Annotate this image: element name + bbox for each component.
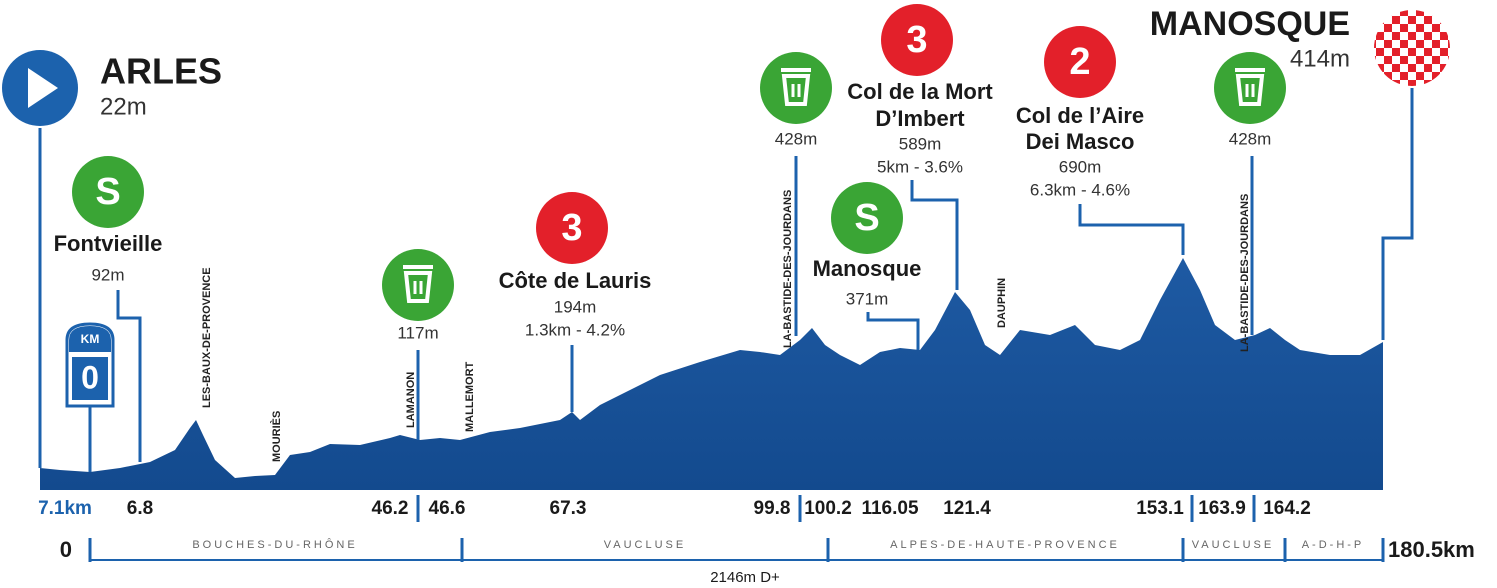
km-label: KM — [81, 332, 100, 346]
badge — [881, 4, 953, 76]
distance-label: 46.6 — [429, 498, 466, 519]
distance-label: 164.2 — [1263, 498, 1311, 519]
badge — [382, 249, 454, 321]
town-label: LAMANON — [405, 372, 417, 428]
point-altitude: 371m — [846, 289, 889, 308]
point-altitude: 589m — [899, 134, 942, 153]
point-altitude: 428m — [775, 129, 818, 148]
town-label: DAUPHIN — [996, 278, 1008, 328]
point-climb: 1.3km - 4.2% — [525, 320, 625, 339]
town-label: MALLEMORT — [464, 361, 476, 432]
feed-icon — [781, 74, 811, 106]
distance-label: 6.8 — [127, 498, 153, 519]
town-label: LA-BASTIDE-DES-JOURDANS — [782, 190, 794, 348]
distance-label: 46.2 — [372, 498, 409, 519]
distance-label: 121.4 — [943, 498, 991, 519]
distance-label: 116.05 — [861, 498, 918, 519]
finish-altitude: 414m — [1290, 45, 1350, 72]
region-label: VAUCLUSE — [1192, 539, 1274, 551]
pointer — [866, 312, 920, 350]
town-label: MOURIÈS — [270, 411, 283, 462]
badge — [536, 192, 608, 264]
dynamic-layer: S Fontvieille 92m 117m 3 Côte de Lauris 194m 1.… — [38, 4, 1475, 586]
scale-end: 180.5km — [1388, 537, 1475, 562]
badge-label: 3 — [561, 207, 582, 249]
distance-label: 7.1km — [38, 498, 92, 519]
pointer — [910, 180, 959, 290]
point-altitude: 194m — [554, 297, 597, 316]
point-name: Col de la Mort — [847, 79, 993, 104]
town-label: LES-BAUX-DE-PROVENCE — [201, 267, 213, 408]
pointer — [116, 290, 142, 462]
point-climb: 5km - 3.6% — [877, 157, 963, 176]
region-label: A-D-H-P — [1302, 539, 1365, 551]
point-altitude: 428m — [1229, 129, 1272, 148]
start-name: ARLES — [100, 51, 222, 92]
badge-label: S — [854, 197, 879, 239]
distance-label: 153.1 — [1136, 498, 1184, 519]
km-badge-top — [69, 326, 111, 352]
badge — [831, 182, 903, 254]
km-value: 0 — [81, 359, 99, 395]
badge-label: S — [95, 171, 120, 213]
point-altitude: 92m — [91, 265, 124, 284]
town-label: LA-BASTIDE-DES-JOURDANS — [1239, 194, 1251, 352]
km-box — [72, 357, 108, 400]
elevation-gain: 2146m D+ — [710, 569, 780, 586]
distance-label: 67.3 — [550, 498, 587, 519]
point-name: Fontvieille — [54, 231, 163, 256]
elevation-profile — [40, 258, 1383, 490]
point-altitude: 117m — [397, 323, 438, 342]
feed-icon — [1235, 74, 1265, 106]
point-name: Dei Masco — [1026, 129, 1135, 154]
badge — [760, 52, 832, 124]
point-altitude: 690m — [1059, 157, 1102, 176]
badge — [1214, 52, 1286, 124]
point-name: Côte de Lauris — [499, 268, 652, 293]
badge-label: 3 — [906, 19, 927, 61]
point-name: D’Imbert — [875, 106, 965, 131]
distance-label: 100.2 — [804, 498, 852, 519]
region-label: VAUCLUSE — [604, 539, 686, 551]
badge-label: 2 — [1069, 41, 1090, 83]
region-label: ALPES-DE-HAUTE-PROVENCE — [890, 539, 1120, 551]
point-climb: 6.3km - 4.6% — [1030, 180, 1130, 199]
pointer — [1381, 88, 1414, 340]
badge — [1044, 26, 1116, 98]
distance-label: 163.9 — [1198, 498, 1246, 519]
badge — [72, 156, 144, 228]
distance-label: 99.8 — [754, 498, 791, 519]
start-arrow — [28, 68, 58, 108]
point-name: Manosque — [813, 256, 922, 281]
point-name: Col de l’Aire — [1016, 103, 1144, 128]
finish-icon — [1374, 10, 1450, 86]
finish-name: MANOSQUE — [1150, 5, 1350, 43]
start-altitude: 22m — [100, 93, 147, 120]
region-label: BOUCHES-DU-RHÔNE — [192, 538, 357, 551]
pointer — [1078, 204, 1185, 255]
feed-icon — [403, 271, 433, 303]
scale-start: 0 — [60, 537, 72, 562]
